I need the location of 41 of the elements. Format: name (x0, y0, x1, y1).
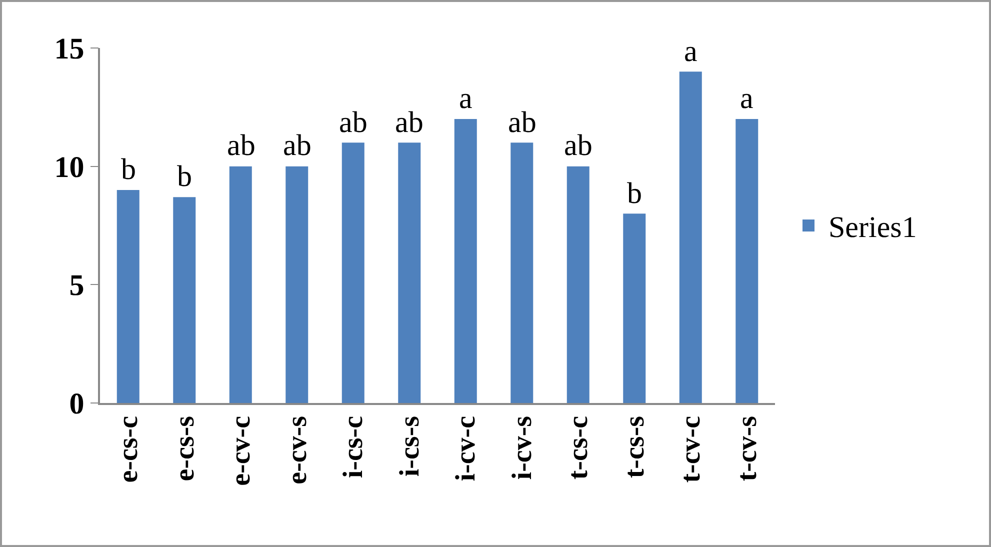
annotation: ab (227, 129, 256, 162)
bar (342, 142, 364, 403)
x-tick-label: t-cv-s (732, 416, 763, 482)
annotation: ab (283, 129, 312, 162)
x-tick-label: i-cs-s (394, 416, 426, 477)
bar (173, 197, 196, 403)
bar (623, 214, 646, 403)
x-tick-label: i-cs-c (338, 416, 370, 478)
annotation: ab (395, 106, 424, 139)
bar (566, 166, 590, 403)
x-tick-label: t-cs-c (563, 416, 594, 480)
y-tick-label: 0 (69, 388, 84, 420)
y-tick-label: 10 (54, 150, 84, 184)
x-tick-label: t-cs-s (619, 416, 650, 478)
bar (454, 119, 477, 403)
bar (510, 142, 534, 403)
annotation: ab (339, 106, 368, 139)
legend-label: Series1 (828, 211, 917, 244)
x-tick-label: i-cv-s (506, 416, 538, 480)
y-tick-label: 5 (69, 269, 84, 302)
bar (736, 119, 758, 403)
x-tick-label: t-cv-c (676, 416, 707, 483)
bar (679, 72, 702, 403)
annotation: b (121, 153, 136, 186)
x-tick-label: i-cv-c (450, 416, 482, 482)
annotation: b (177, 160, 192, 193)
x-tick-label: e-cv-s (282, 416, 313, 484)
x-tick-label: e-cv-c (226, 416, 257, 486)
bar (229, 166, 252, 403)
annotation: ab (564, 129, 592, 162)
annotation: a (740, 82, 754, 115)
bar (398, 142, 421, 403)
annotation: a (459, 82, 472, 115)
x-tick-label: e-cs-s (169, 416, 200, 482)
annotation: ab (508, 106, 536, 139)
y-tick-label: 15 (54, 32, 84, 66)
x-tick-label: e-cs-c (113, 416, 144, 483)
annotation: b (627, 177, 642, 210)
annotation: a (684, 35, 698, 68)
bar (116, 190, 140, 403)
bar (286, 166, 308, 403)
